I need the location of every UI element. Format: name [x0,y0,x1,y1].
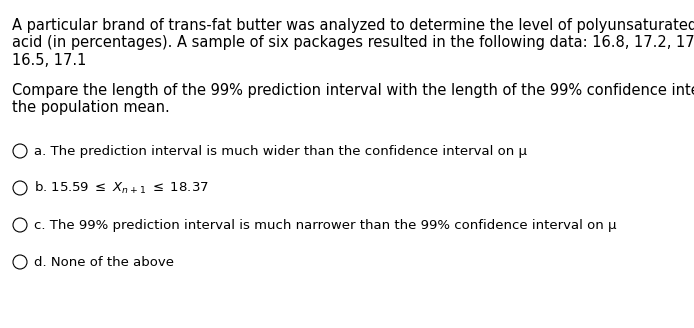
Text: the population mean.: the population mean. [12,100,170,115]
Text: acid (in percentages). A sample of six packages resulted in the following data: : acid (in percentages). A sample of six p… [12,35,694,51]
Text: a. The prediction interval is much wider than the confidence interval on μ: a. The prediction interval is much wider… [34,145,527,157]
Text: d. None of the above: d. None of the above [34,256,174,269]
Text: A particular brand of trans-fat butter was analyzed to determine the level of po: A particular brand of trans-fat butter w… [12,18,694,33]
Text: Compare the length of the 99% prediction interval with the length of the 99% con: Compare the length of the 99% prediction… [12,83,694,98]
Text: 16.5, 17.1: 16.5, 17.1 [12,53,86,68]
Text: b. 15.59 $\leq$ $X_{n+1}$ $\leq$ 18.37: b. 15.59 $\leq$ $X_{n+1}$ $\leq$ 18.37 [34,180,209,196]
Text: c. The 99% prediction interval is much narrower than the 99% confidence interval: c. The 99% prediction interval is much n… [34,218,616,232]
